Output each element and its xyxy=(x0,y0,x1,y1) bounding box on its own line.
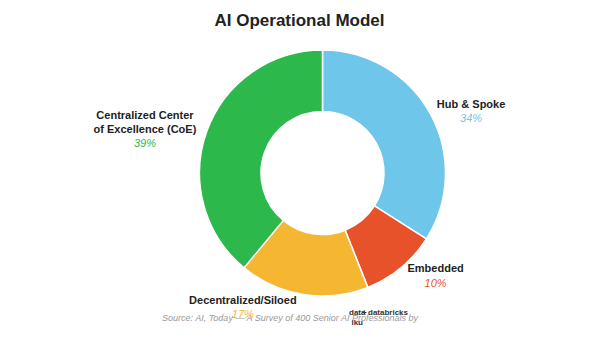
svg-text:databricks: databricks xyxy=(368,308,409,317)
svg-text:Source: AI, Today — A Survey o: Source: AI, Today — A Survey of 400 Seni… xyxy=(162,313,418,323)
svg-text:Decentralized/Siloed17%: Decentralized/Siloed17% xyxy=(189,294,297,320)
svg-text:Centralized Centerof Excellenc: Centralized Centerof Excellence (CoE)39% xyxy=(94,109,197,150)
svg-text:Hub & Spoke34%: Hub & Spoke34% xyxy=(437,98,505,124)
svg-text:AI Operational Model: AI Operational Model xyxy=(214,11,384,30)
svg-text:Embedded10%: Embedded10% xyxy=(407,262,463,288)
svg-text:dataiku: dataiku xyxy=(349,308,366,327)
svg-text:+: + xyxy=(362,308,367,317)
